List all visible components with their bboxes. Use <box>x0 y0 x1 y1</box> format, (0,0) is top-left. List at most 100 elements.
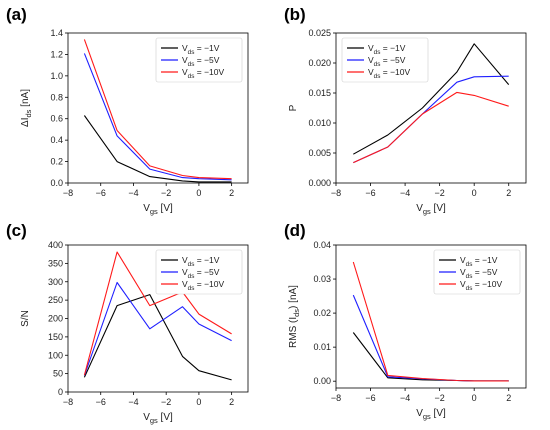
x-tick-label: 0 <box>196 397 201 407</box>
legend-entry: Vds = −10V <box>182 279 224 292</box>
plot-frame <box>335 244 527 389</box>
legend-entry: Vds = −1V <box>182 43 220 56</box>
y-tick-label: 400 <box>48 240 63 250</box>
y-tick-label: 0.000 <box>308 178 331 188</box>
y-tick-label: 0.0 <box>50 178 63 188</box>
x-tick-label: 0 <box>472 393 477 403</box>
y-tick-label: 0.020 <box>308 58 331 68</box>
x-tick-label: −6 <box>96 397 106 407</box>
chart-b: −8 −6 −4 −2 0 2 0.000 0.005 0.010 0.015 0.020 0.025… <box>288 28 527 216</box>
x-tick-label: −6 <box>96 188 106 198</box>
panel-label-a: (a) <box>6 5 27 24</box>
x-axis-title: Vgs [V] <box>143 412 173 425</box>
y-tick-label: 200 <box>48 314 63 324</box>
legend-box <box>155 37 243 83</box>
x-tick-label: −4 <box>128 397 138 407</box>
y-tick-label: 0.00 <box>313 376 331 386</box>
plot-frame <box>67 32 249 184</box>
y-tick-label: 0.4 <box>50 135 63 145</box>
x-tick-label: −8 <box>331 188 341 198</box>
x-tick-label: −4 <box>400 188 410 198</box>
x-tick-label: −6 <box>365 393 375 403</box>
legend-entry: Vds = −10V <box>182 67 224 80</box>
legend-entry: Vds = −10V <box>460 279 502 292</box>
chart-c: −8 −6 −4 −2 0 2 0 50 100 150 200 250 300 350 400 Vgs [V… <box>20 240 249 425</box>
y-tick-label: 1.0 <box>50 71 63 81</box>
series-line-3 <box>352 261 509 382</box>
x-tick-label: −8 <box>63 397 73 407</box>
x-axis-title: Vgs [V] <box>416 203 446 216</box>
legend-box <box>341 37 429 83</box>
series-line-2 <box>353 75 509 164</box>
y-tick-label: 0 <box>58 387 63 397</box>
legend-entry: Vds = −5V <box>368 55 406 68</box>
legend-entry: Vds = −5V <box>182 267 220 280</box>
legend-entry: Vds = −10V <box>368 67 410 80</box>
y-tick-label: 0.025 <box>308 28 331 38</box>
y-tick-label: 0.6 <box>50 114 63 124</box>
y-tick-label: 0.2 <box>50 157 63 167</box>
y-axis-title: P <box>288 104 299 111</box>
x-tick-label: −2 <box>435 188 445 198</box>
x-tick-label: −2 <box>435 393 445 403</box>
series-line-3 <box>83 39 232 180</box>
legend-entry: Vds = −1V <box>368 43 406 56</box>
plot-frame <box>335 32 527 184</box>
y-tick-label: 50 <box>53 369 63 379</box>
legend-box <box>433 249 521 295</box>
y-tick-label: 0.005 <box>308 148 331 158</box>
x-tick-label: 2 <box>506 393 511 403</box>
x-tick-label: −4 <box>400 393 410 403</box>
series-line-2 <box>83 53 232 181</box>
series-line-1 <box>83 294 232 381</box>
y-tick-label: 0.8 <box>50 92 63 102</box>
x-tick-label: −2 <box>161 397 171 407</box>
y-tick-label: 0.015 <box>308 88 331 98</box>
x-tick-label: −2 <box>161 188 171 198</box>
y-tick-label: 0.02 <box>313 308 331 318</box>
y-axis-title: S/N <box>20 310 31 327</box>
panel-label-c: (c) <box>6 221 27 240</box>
y-tick-label: 100 <box>48 350 63 360</box>
panel-label-d: (d) <box>284 221 306 240</box>
y-tick-label: 0.01 <box>313 342 331 352</box>
y-tick-label: 0.04 <box>313 240 331 250</box>
y-tick-label: 350 <box>48 258 63 268</box>
legend-box <box>155 249 243 295</box>
y-axis-title: ΔIds [nA] <box>20 89 33 127</box>
legend-entry: Vds = −5V <box>460 267 498 280</box>
x-tick-label: 0 <box>472 188 477 198</box>
x-tick-label: −8 <box>331 393 341 403</box>
y-tick-label: 1.2 <box>50 49 63 59</box>
series-line-1 <box>83 115 232 183</box>
y-tick-label: 0.03 <box>313 274 331 284</box>
series-line-3 <box>83 251 232 376</box>
series-line-3 <box>353 91 509 164</box>
y-tick-label: 1.4 <box>50 28 63 38</box>
y-tick-label: 300 <box>48 277 63 287</box>
y-tick-label: 0.010 <box>308 118 331 128</box>
x-tick-label: −8 <box>63 188 73 198</box>
panel-label-b: (b) <box>284 5 306 24</box>
x-axis-title: Vgs [V] <box>143 203 173 216</box>
series-line-2 <box>83 281 232 376</box>
legend-entry: Vds = −1V <box>182 255 220 268</box>
legend-entry: Vds = −1V <box>460 255 498 268</box>
chart-a: −8 −6 −4 −2 0 2 0.0 0.2 0.4 0.6 0.8 1.0 1.2 1.4 Vgs [V… <box>20 28 249 216</box>
series-line-1 <box>353 43 510 155</box>
x-tick-label: −4 <box>128 188 138 198</box>
chart-d: −8 −6 −4 −2 0 2 0.00 0.01 0.02 0.03 0.04 Vgs [V] RMS… <box>288 240 527 421</box>
x-tick-label: 2 <box>506 188 511 198</box>
x-axis-title: Vgs [V] <box>416 408 446 421</box>
y-axis-title: RMS (Ids) [nA] <box>288 285 301 348</box>
legend-entry: Vds = −5V <box>182 55 220 68</box>
x-tick-label: 0 <box>196 188 201 198</box>
y-tick-label: 150 <box>48 332 63 342</box>
x-tick-label: −6 <box>365 188 375 198</box>
x-tick-label: 2 <box>229 397 234 407</box>
